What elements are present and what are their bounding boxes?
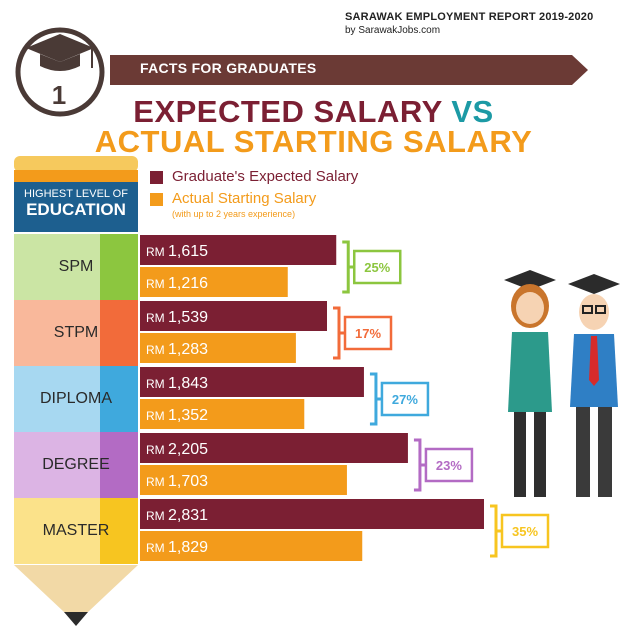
bar-label-expected: RM 1,615 <box>146 243 208 260</box>
gap-box <box>343 315 393 351</box>
bar-actual <box>140 531 363 561</box>
pencil-lead <box>64 612 88 626</box>
gap-bracket <box>413 438 426 492</box>
graduation-cap-icon <box>504 270 556 290</box>
pencil-segment-strip <box>100 234 138 300</box>
bar-expected <box>140 235 337 265</box>
pencil-segment-strip <box>100 300 138 366</box>
gap-box <box>352 249 402 285</box>
gap-box <box>500 513 550 549</box>
bar-actual <box>140 333 296 363</box>
bar-label-expected: RM 1,843 <box>146 375 208 392</box>
title-vs: VS <box>451 94 494 129</box>
pencil-header-line2: EDUCATION <box>26 200 126 219</box>
pencil-header-label: HIGHEST LEVEL OF EDUCATION <box>14 186 138 218</box>
bar-actual <box>140 465 347 495</box>
bar-label-actual: RM 1,283 <box>146 341 208 358</box>
bar-expected <box>140 301 328 331</box>
pencil-eraser <box>14 156 138 172</box>
male-graduate-figure <box>568 274 620 497</box>
page-title-line1: EXPECTED SALARY VS <box>0 94 627 130</box>
gap-bracket <box>342 240 355 294</box>
bar-label-actual: RM 1,703 <box>146 473 208 490</box>
category-label: DEGREE <box>42 456 110 473</box>
graduation-cap-icon <box>26 34 94 62</box>
category-label: SPM <box>58 258 94 275</box>
bar-expected <box>140 367 364 397</box>
pencil-header-line1: HIGHEST LEVEL OF <box>24 188 128 200</box>
bar-label-actual: RM 1,216 <box>146 275 208 292</box>
pencil-ferrule <box>14 170 138 182</box>
bar-label-actual: RM 1,352 <box>146 407 208 424</box>
female-graduate-figure <box>504 270 556 497</box>
gap-percent-label: 23% <box>436 458 462 473</box>
pencil-segment-strip <box>100 432 138 498</box>
category-label: STPM <box>53 324 99 341</box>
bar-actual <box>140 267 288 297</box>
legend-note-actual: (with up to 2 years experience) <box>172 209 296 219</box>
pencil-graphic <box>14 156 138 626</box>
graduates-illustration <box>504 270 620 497</box>
pencil-header-band <box>14 182 138 232</box>
gap-bracket <box>369 372 382 426</box>
report-source: by SarawakJobs.com <box>345 25 441 36</box>
gap-box <box>424 447 474 483</box>
bar-label-actual: RM 1,829 <box>146 539 208 556</box>
bar-label-expected: RM 2,205 <box>146 441 208 458</box>
gap-box <box>380 381 430 417</box>
bar-expected <box>140 499 484 529</box>
bar-label-expected: RM 1,539 <box>146 309 208 326</box>
gap-percent-label: 35% <box>512 524 538 539</box>
pencil-wood-tip <box>14 565 138 612</box>
gap-percent-label: 27% <box>392 392 418 407</box>
gap-bracket <box>333 306 346 360</box>
gap-bracket <box>490 504 502 558</box>
report-header: SARAWAK EMPLOYMENT REPORT 2019-2020 by S… <box>345 10 615 38</box>
legend-swatch-actual <box>150 193 163 206</box>
category-label: MASTER <box>42 522 110 539</box>
pencil-segment-strip <box>100 498 138 564</box>
report-title: SARAWAK EMPLOYMENT REPORT 2019-2020 <box>345 11 594 23</box>
gap-percent-label: 25% <box>364 260 390 275</box>
bar-expected <box>140 433 408 463</box>
graduation-cap-badge <box>15 27 105 117</box>
bar-label-expected: RM 2,831 <box>146 507 208 524</box>
legend-swatch-expected <box>150 171 163 184</box>
gap-percent-label: 17% <box>355 326 381 341</box>
ribbon-banner <box>110 55 588 85</box>
ribbon-text: FACTS FOR GRADUATES <box>140 60 317 76</box>
pencil-segment-strip <box>100 366 138 432</box>
title-expected: EXPECTED SALARY <box>133 94 452 129</box>
page-title-line2: ACTUAL STARTING SALARY <box>94 124 533 159</box>
legend-label-actual: Actual Starting Salary <box>172 190 317 207</box>
bar-actual <box>140 399 305 429</box>
category-label: DIPLOMA <box>39 390 112 407</box>
badge-number: 1 <box>51 80 67 110</box>
graduation-cap-icon <box>568 274 620 294</box>
legend-label-expected: Graduate's Expected Salary <box>172 168 359 185</box>
